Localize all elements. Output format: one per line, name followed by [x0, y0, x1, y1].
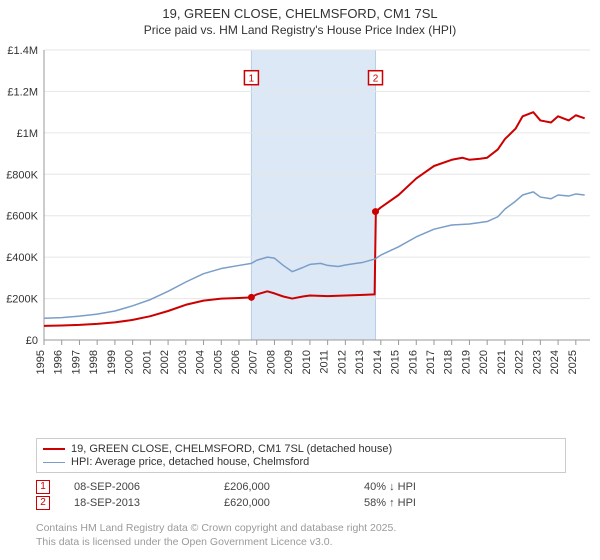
svg-text:£1.4M: £1.4M	[7, 45, 38, 57]
svg-text:2: 2	[373, 74, 379, 85]
svg-text:2015: 2015	[390, 350, 402, 374]
sale-marker-1: 1	[36, 480, 50, 494]
legend-box: 19, GREEN CLOSE, CHELMSFORD, CM1 7SL (de…	[36, 438, 566, 473]
chart-title-block: 19, GREEN CLOSE, CHELMSFORD, CM1 7SL Pri…	[0, 0, 600, 37]
sale-row: 1 08-SEP-2006 £206,000 40% ↓ HPI	[36, 480, 566, 494]
sale-date: 18-SEP-2013	[74, 497, 224, 509]
svg-text:£1.2M: £1.2M	[7, 86, 38, 98]
svg-text:£800K: £800K	[6, 169, 38, 181]
chart-svg: £0 £200K £400K £600K £800K £1M £1.2M £1.4M 1995 1…	[0, 44, 600, 404]
svg-text:2016: 2016	[407, 350, 419, 374]
svg-text:2019: 2019	[460, 350, 472, 374]
svg-text:2024: 2024	[549, 350, 561, 374]
chart-area: £0 £200K £400K £600K £800K £1M £1.2M £1.4M 1995 1…	[0, 44, 600, 404]
svg-text:2020: 2020	[478, 350, 490, 374]
legend-label-hpi: HPI: Average price, detached house, Chel…	[71, 456, 309, 468]
attribution-line1: Contains HM Land Registry data © Crown c…	[36, 522, 566, 536]
svg-text:2000: 2000	[124, 350, 136, 374]
svg-text:2005: 2005	[212, 350, 224, 374]
svg-text:2006: 2006	[230, 350, 242, 374]
svg-text:2025: 2025	[567, 350, 579, 374]
svg-text:1: 1	[249, 74, 255, 85]
svg-text:2023: 2023	[531, 350, 543, 374]
svg-text:2018: 2018	[443, 350, 455, 374]
svg-text:2014: 2014	[372, 350, 384, 374]
sale-date: 08-SEP-2006	[74, 481, 224, 493]
svg-text:1998: 1998	[88, 350, 100, 374]
svg-text:2009: 2009	[283, 350, 295, 374]
svg-text:2017: 2017	[425, 350, 437, 374]
svg-text:2022: 2022	[514, 350, 526, 374]
chart-title-main: 19, GREEN CLOSE, CHELMSFORD, CM1 7SL	[0, 6, 600, 21]
svg-text:2011: 2011	[319, 350, 331, 374]
sale-price: £206,000	[224, 481, 364, 493]
legend-row-hpi: HPI: Average price, detached house, Chel…	[43, 456, 559, 468]
svg-text:1996: 1996	[53, 350, 65, 374]
svg-text:2007: 2007	[248, 350, 260, 374]
svg-text:£0: £0	[26, 335, 38, 347]
svg-text:£600K: £600K	[6, 211, 38, 223]
sale-row: 2 18-SEP-2013 £620,000 58% ↑ HPI	[36, 496, 566, 510]
svg-text:2008: 2008	[265, 350, 277, 374]
svg-text:2001: 2001	[141, 350, 153, 374]
svg-text:2021: 2021	[496, 350, 508, 374]
svg-text:£200K: £200K	[6, 294, 38, 306]
svg-text:2012: 2012	[336, 350, 348, 374]
legend-swatch-blue	[43, 462, 65, 463]
sale-diff: 40% ↓ HPI	[364, 481, 416, 493]
legend-label-price-paid: 19, GREEN CLOSE, CHELMSFORD, CM1 7SL (de…	[71, 443, 392, 455]
svg-text:1997: 1997	[70, 350, 82, 374]
svg-text:2004: 2004	[195, 350, 207, 374]
legend-swatch-red	[43, 448, 65, 450]
sale-diff: 58% ↑ HPI	[364, 497, 416, 509]
svg-text:1999: 1999	[106, 350, 118, 374]
svg-text:2010: 2010	[301, 350, 313, 374]
svg-text:£1M: £1M	[17, 128, 38, 140]
svg-text:2013: 2013	[354, 350, 366, 374]
svg-text:1995: 1995	[35, 350, 47, 374]
svg-text:£400K: £400K	[6, 252, 38, 264]
sale-marker-2: 2	[36, 496, 50, 510]
svg-text:2003: 2003	[177, 350, 189, 374]
legend-row-price-paid: 19, GREEN CLOSE, CHELMSFORD, CM1 7SL (de…	[43, 443, 559, 455]
chart-title-sub: Price paid vs. HM Land Registry's House …	[0, 23, 600, 37]
attribution: Contains HM Land Registry data © Crown c…	[36, 522, 566, 549]
sale-rows: 1 08-SEP-2006 £206,000 40% ↓ HPI 2 18-SE…	[36, 478, 566, 512]
sale-price: £620,000	[224, 497, 364, 509]
svg-text:2002: 2002	[159, 350, 171, 374]
attribution-line2: This data is licensed under the Open Gov…	[36, 536, 566, 550]
